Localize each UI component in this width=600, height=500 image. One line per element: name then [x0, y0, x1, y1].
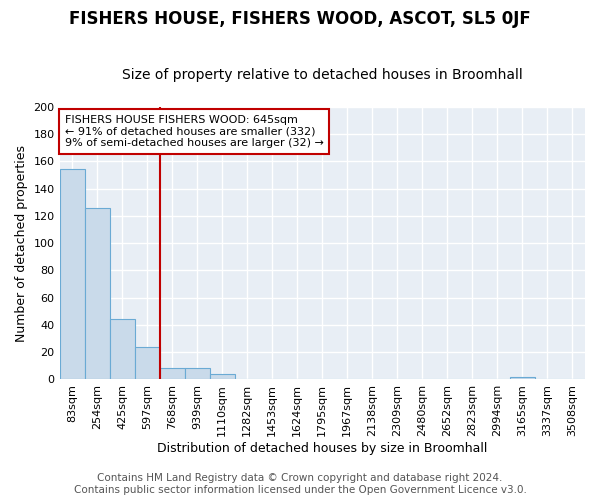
Bar: [134, 346, 160, 380]
Y-axis label: Number of detached properties: Number of detached properties: [15, 144, 28, 342]
Bar: [59, 170, 85, 380]
Bar: [85, 208, 110, 380]
Text: Contains HM Land Registry data © Crown copyright and database right 2024.
Contai: Contains HM Land Registry data © Crown c…: [74, 474, 526, 495]
X-axis label: Distribution of detached houses by size in Broomhall: Distribution of detached houses by size …: [157, 442, 487, 455]
Bar: [209, 374, 235, 380]
Bar: [160, 368, 185, 380]
Bar: [110, 320, 134, 380]
Bar: [510, 376, 535, 380]
Text: FISHERS HOUSE FISHERS WOOD: 645sqm
← 91% of detached houses are smaller (332)
9%: FISHERS HOUSE FISHERS WOOD: 645sqm ← 91%…: [65, 115, 323, 148]
Text: FISHERS HOUSE, FISHERS WOOD, ASCOT, SL5 0JF: FISHERS HOUSE, FISHERS WOOD, ASCOT, SL5 …: [69, 10, 531, 28]
Bar: [185, 368, 209, 380]
Title: Size of property relative to detached houses in Broomhall: Size of property relative to detached ho…: [122, 68, 523, 82]
